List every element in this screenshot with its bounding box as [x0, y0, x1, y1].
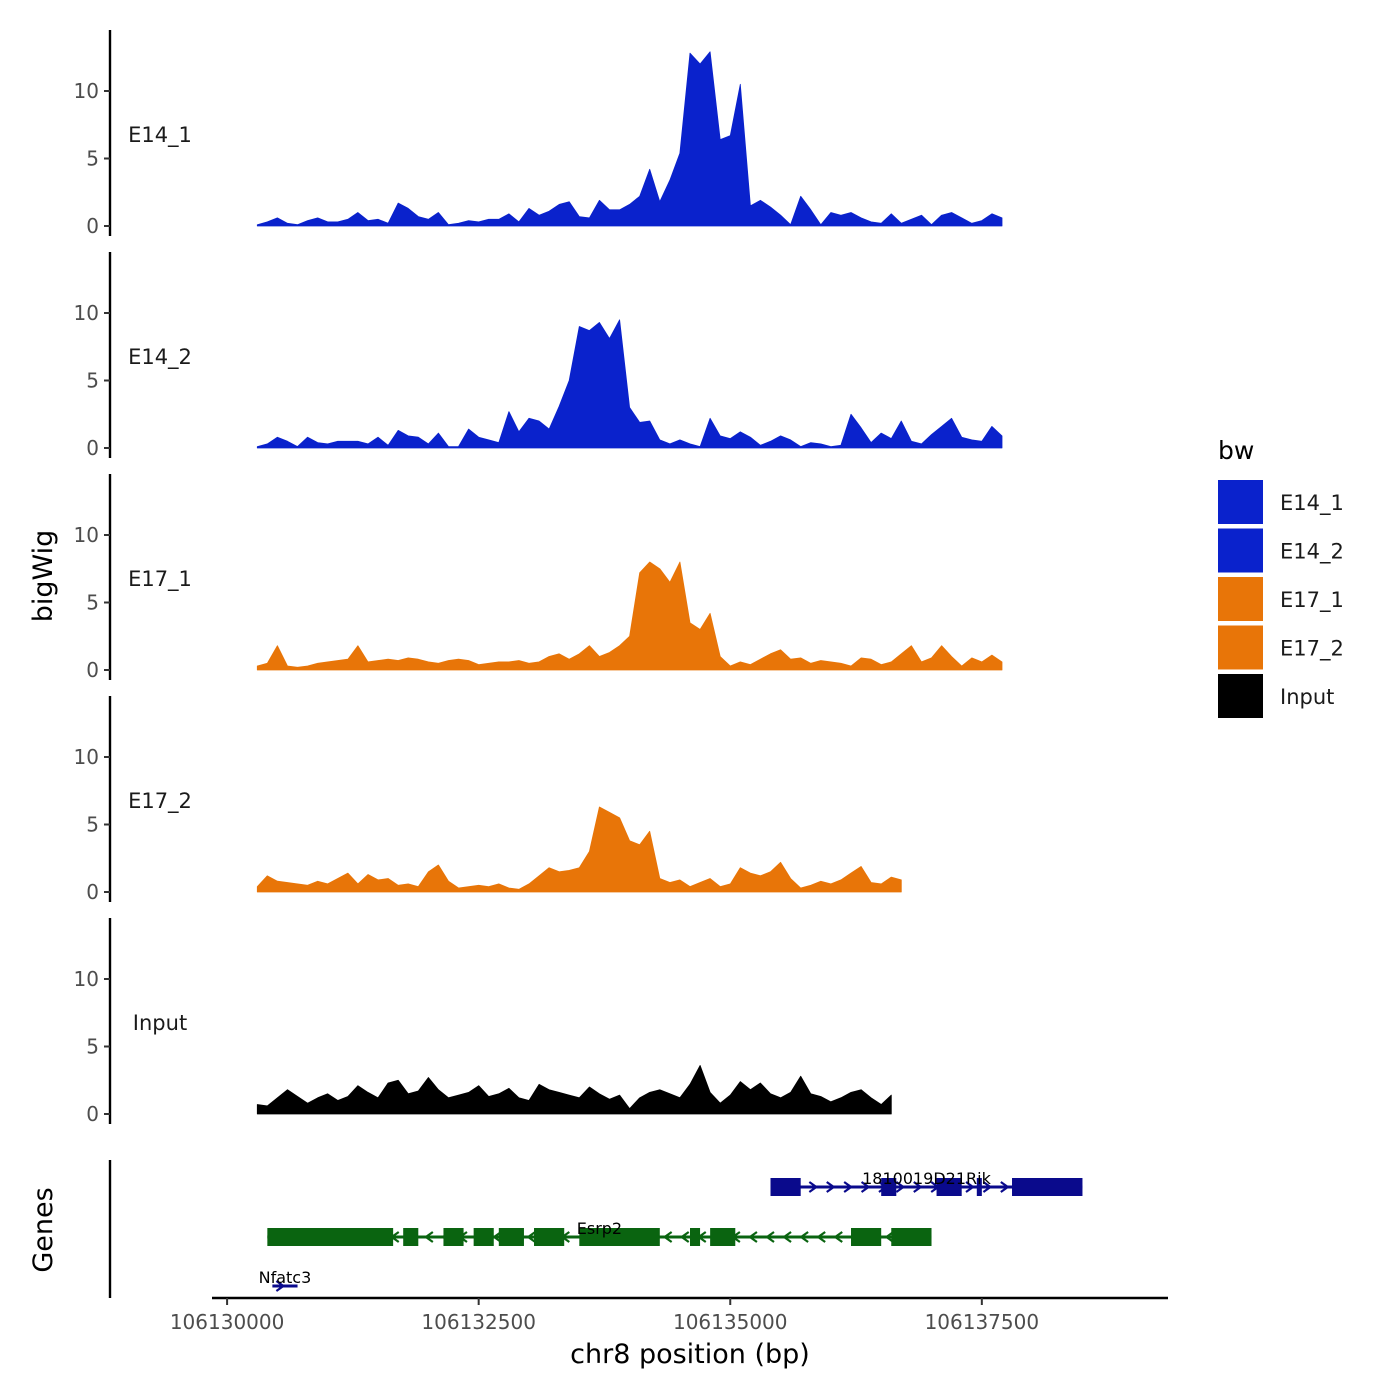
- gene-exon: [1012, 1178, 1083, 1196]
- gene-label: Nfatc3: [259, 1268, 312, 1287]
- legend-label: Input: [1280, 685, 1334, 709]
- gene-exon: [936, 1178, 962, 1196]
- y-tick-label: 10: [74, 745, 99, 769]
- y-tick-label: 0: [86, 880, 99, 904]
- gene-exon: [690, 1228, 701, 1246]
- y-tick-label: 5: [86, 369, 99, 393]
- y-tick-label: 10: [74, 967, 99, 991]
- strand-arrow: [860, 1181, 871, 1193]
- gene-exon: [443, 1228, 464, 1246]
- gene-exon: [851, 1228, 882, 1246]
- track-E17_2: 0 5 10 E17_2: [74, 696, 902, 904]
- y-tick-label: 10: [74, 523, 99, 547]
- strand-arrow: [816, 1231, 826, 1243]
- legend-label: E14_2: [1280, 540, 1344, 565]
- bigwig-tracks: 0 5 10 E14_1 0 5 10 E14_2 0 5 10 E17_1 0 5 10 E17_2 0 5 10…: [74, 30, 1003, 1126]
- strand-arrow: [423, 1231, 434, 1243]
- series-area-E14_1: [256, 51, 1003, 227]
- gene-exon: [579, 1228, 660, 1246]
- strand-arrow: [799, 1231, 809, 1243]
- strand-arrow: [808, 1181, 819, 1193]
- gene-exon: [403, 1228, 419, 1246]
- y-tick-label: 0: [86, 1102, 99, 1126]
- gene-label: Esrp2: [577, 1219, 622, 1238]
- gene-1810019D21Rik: 1810019D21Rik: [770, 1169, 1083, 1196]
- y-tick-label: 0: [86, 658, 99, 682]
- legend-label: E17_1: [1280, 588, 1344, 613]
- strand-arrow: [275, 1280, 286, 1292]
- y-tick-label: 5: [86, 147, 99, 171]
- y-tick-label: 5: [86, 813, 99, 837]
- track-Input: 0 5 10 Input: [74, 918, 892, 1126]
- gene-exon: [891, 1228, 932, 1246]
- legend-swatch-E17_1: [1218, 577, 1263, 621]
- legend-title: bw: [1218, 436, 1254, 465]
- legend-swatch-Input: [1218, 674, 1263, 718]
- strand-arrow: [765, 1231, 775, 1243]
- y-tick-label: 0: [86, 436, 99, 460]
- legend: bw E14_1 E14_2 E17_1 E17_2 Input: [1218, 436, 1344, 718]
- gene-exon: [473, 1228, 494, 1246]
- track-label: E17_2: [128, 789, 192, 814]
- x-tick-label: 106130000: [170, 1310, 285, 1334]
- track-label: E14_2: [128, 345, 192, 370]
- x-axis-title: chr8 position (bp): [570, 1339, 810, 1370]
- legend-swatch-E17_2: [1218, 625, 1263, 670]
- track-E14_1: 0 5 10 E14_1: [74, 30, 1003, 238]
- strand-arrow: [913, 1181, 923, 1193]
- strand-arrow: [748, 1231, 758, 1243]
- series-area-E14_2: [256, 319, 1003, 449]
- gene-exon: [498, 1228, 524, 1246]
- legend-label: E17_2: [1280, 637, 1344, 662]
- legend-swatch-E14_1: [1218, 480, 1263, 524]
- y-tick-label: 10: [74, 79, 99, 103]
- gene-exon: [976, 1178, 982, 1196]
- track-label: E14_1: [128, 123, 192, 148]
- strand-arrow: [826, 1181, 836, 1193]
- track-E17_1: 0 5 10 E17_1: [74, 474, 1003, 682]
- strand-arrow: [843, 1181, 854, 1193]
- y-axis-title: bigWig: [28, 530, 59, 623]
- track-E14_2: 0 5 10 E14_2: [74, 252, 1003, 460]
- y-tick-label: 5: [86, 591, 99, 615]
- y-tick-label: 0: [86, 214, 99, 238]
- strand-arrow: [782, 1231, 792, 1243]
- gene-exon: [881, 1178, 897, 1196]
- x-tick-label: 106135000: [673, 1310, 788, 1334]
- series-area-E17_1: [256, 561, 1003, 671]
- track-label: Input: [133, 1011, 187, 1035]
- strand-arrow: [965, 1181, 975, 1193]
- strand-arrow: [895, 1181, 906, 1193]
- x-tick-label: 106132500: [421, 1310, 536, 1334]
- strand-arrow: [884, 1231, 895, 1243]
- strand-arrow: [982, 1181, 993, 1193]
- strand-arrow: [662, 1231, 673, 1243]
- genes-axis-title: Genes: [28, 1187, 59, 1272]
- series-area-Input: [256, 1065, 892, 1115]
- x-axis: 106130000 106132500 106135000 106137500: [170, 1296, 1168, 1334]
- strand-arrow: [833, 1231, 843, 1243]
- gene-exon: [710, 1228, 736, 1246]
- strand-arrow: [679, 1231, 690, 1243]
- gene-exon: [770, 1178, 801, 1196]
- gene-exon: [534, 1228, 565, 1246]
- legend-swatch-E14_2: [1218, 528, 1263, 573]
- series-area-E17_2: [256, 806, 902, 893]
- y-tick-label: 10: [74, 301, 99, 325]
- gene-panel: 1810019D21Rik Esrp2 Nfatc3: [108, 1160, 1083, 1298]
- gene-Nfatc3: Nfatc3: [259, 1268, 312, 1292]
- legend-label: E14_1: [1280, 491, 1344, 516]
- gene-exon: [267, 1228, 394, 1246]
- gene-Esrp2: Esrp2: [267, 1219, 932, 1246]
- track-label: E17_1: [128, 567, 192, 592]
- y-tick-label: 5: [86, 1035, 99, 1059]
- gene-label: 1810019D21Rik: [862, 1169, 992, 1188]
- strand-arrow: [526, 1231, 536, 1243]
- strand-arrow: [1000, 1181, 1010, 1193]
- strand-arrow: [492, 1231, 502, 1243]
- x-tick-label: 106137500: [925, 1310, 1040, 1334]
